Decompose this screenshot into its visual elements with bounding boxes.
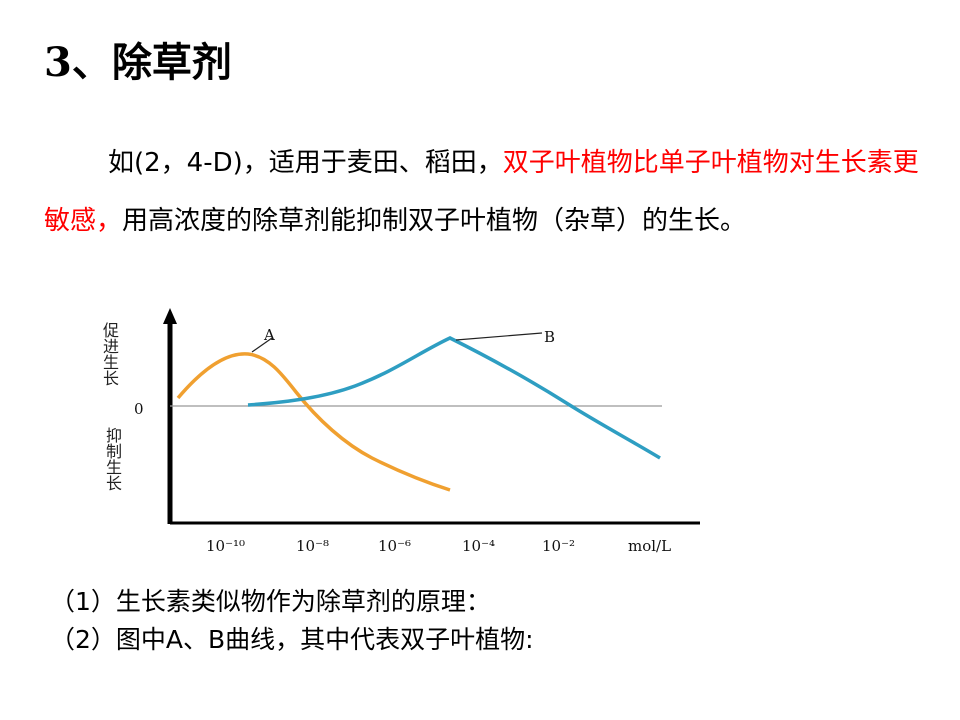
y-upper-label-2: 进 xyxy=(103,337,119,356)
x-tick-5: 10⁻² xyxy=(542,537,575,555)
x-tick-2: 10⁻⁸ xyxy=(296,537,329,555)
paragraph-text-1: 如(2，4-D)，适用于麦田、稻田， xyxy=(108,148,503,178)
x-tick-4: 10⁻⁴ xyxy=(462,537,495,555)
y-axis-arrow xyxy=(163,308,177,324)
y-lower-label-2: 制 xyxy=(106,442,122,461)
curve-b xyxy=(247,336,661,460)
y-upper-label-1: 促 xyxy=(103,321,119,340)
curve-a xyxy=(176,352,451,492)
zero-label: 0 xyxy=(134,400,144,418)
y-lower-label-3: 生 xyxy=(106,458,122,477)
curve-b-label: B xyxy=(544,328,555,346)
curve-a-label-pointer xyxy=(251,337,273,353)
x-tick-3: 10⁻⁶ xyxy=(378,537,411,555)
paragraph-text-2: 用高浓度的除草剂能抑制双子叶植物（杂草）的生长。 xyxy=(122,206,747,236)
x-axis-unit: mol/L xyxy=(628,537,671,555)
intro-paragraph: 如(2，4-D)，适用于麦田、稻田，双子叶植物比单子叶植物对生长素更敏感，用高浓… xyxy=(44,134,924,250)
question-2: （2）图中A、B曲线，其中代表双子叶植物: xyxy=(50,625,534,654)
y-lower-label-1: 抑 xyxy=(106,426,122,445)
y-lower-label-4: 长 xyxy=(106,474,122,493)
slide-title: 3、除草剂 xyxy=(44,39,232,86)
y-upper-label-3: 生 xyxy=(103,353,119,372)
curve-a-label: A xyxy=(263,326,275,344)
x-tick-1: 10⁻¹⁰ xyxy=(206,537,245,555)
paragraph-highlight: 双子叶植物比单子叶植物对生长素更敏感， xyxy=(44,148,919,236)
curve-b-label-pointer xyxy=(455,332,543,341)
y-upper-label-4: 长 xyxy=(103,369,119,388)
question-1: （1）生长素类似物作为除草剂的原理： xyxy=(50,587,491,616)
